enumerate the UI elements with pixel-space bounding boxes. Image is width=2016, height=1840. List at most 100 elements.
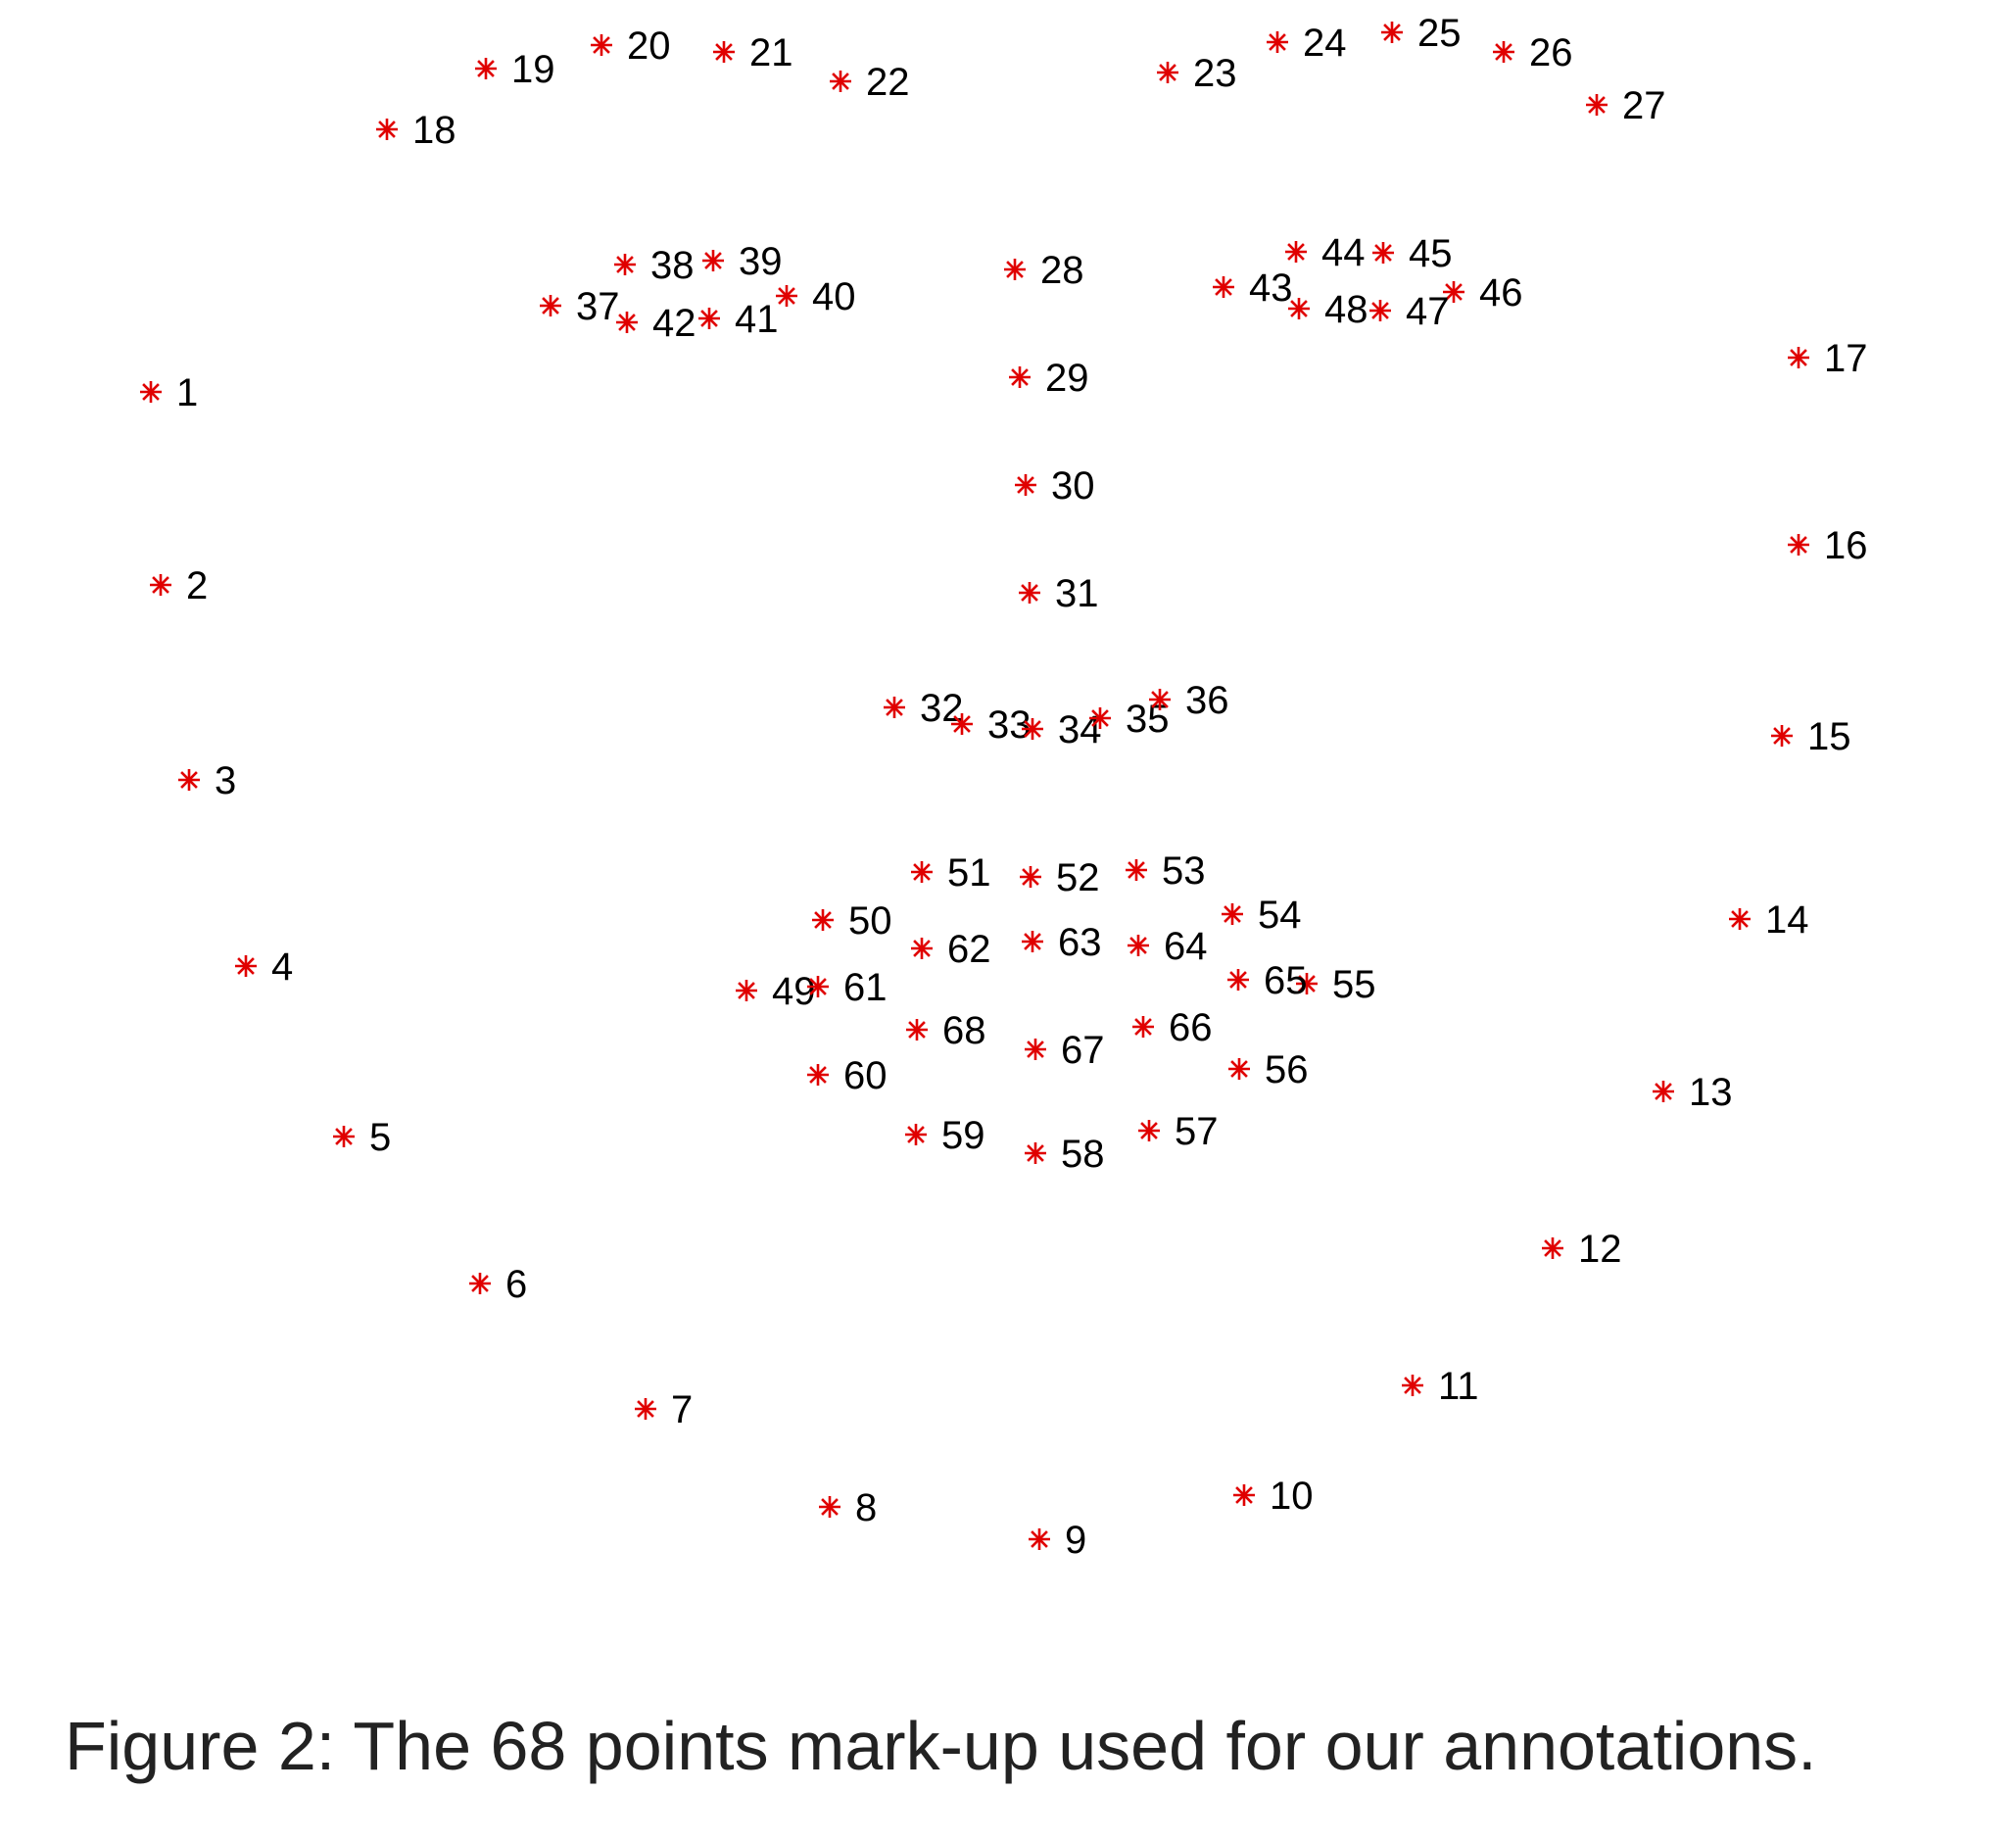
landmark-marker-21 (713, 41, 735, 63)
landmark-marker-47 (1369, 300, 1391, 321)
landmark-marker-22 (830, 71, 851, 92)
landmark-marker-20 (591, 34, 612, 56)
landmark-marker-68 (906, 1019, 928, 1041)
landmark-marker-50 (812, 909, 834, 931)
landmark-marker-9 (1029, 1528, 1050, 1550)
landmark-label-49: 49 (772, 970, 816, 1013)
landmark-marker-14 (1729, 908, 1751, 930)
landmark-marker-4 (235, 955, 257, 977)
landmark-marker-24 (1267, 31, 1288, 53)
landmark-label-26: 26 (1529, 31, 1573, 74)
landmark-label-68: 68 (942, 1009, 986, 1052)
landmark-marker-26 (1493, 41, 1514, 63)
landmark-marker-25 (1381, 22, 1403, 43)
landmark-marker-13 (1653, 1081, 1674, 1102)
landmark-marker-34 (1022, 718, 1043, 740)
landmark-label-47: 47 (1406, 290, 1450, 333)
landmark-label-51: 51 (947, 851, 991, 895)
landmark-marker-60 (807, 1064, 829, 1086)
landmark-marker-29 (1009, 366, 1031, 388)
landmark-marker-57 (1138, 1120, 1160, 1141)
landmark-label-38: 38 (650, 244, 695, 287)
landmark-marker-5 (333, 1126, 355, 1147)
landmark-marker-3 (178, 769, 200, 791)
landmark-marker-6 (469, 1273, 491, 1294)
landmark-label-46: 46 (1479, 271, 1523, 315)
landmark-marker-65 (1227, 969, 1249, 991)
landmark-label-16: 16 (1824, 524, 1868, 567)
landmark-label-64: 64 (1164, 925, 1208, 968)
landmark-label-44: 44 (1321, 231, 1366, 274)
landmark-label-21: 21 (749, 31, 793, 74)
landmark-label-36: 36 (1185, 679, 1229, 722)
landmark-marker-42 (616, 312, 638, 333)
figure-caption: Figure 2: The 68 points mark-up used for… (65, 1708, 1817, 1784)
landmark-marker-49 (736, 980, 757, 1001)
landmark-marker-53 (1126, 859, 1147, 881)
landmark-marker-63 (1022, 931, 1043, 952)
landmark-marker-16 (1788, 534, 1809, 556)
landmark-label-43: 43 (1249, 266, 1293, 310)
landmark-label-54: 54 (1258, 894, 1302, 937)
landmark-marker-19 (475, 58, 497, 79)
landmark-marker-7 (635, 1398, 656, 1420)
landmark-marker-1 (140, 381, 162, 403)
landmark-marker-27 (1586, 94, 1608, 116)
landmark-label-61: 61 (843, 966, 888, 1009)
landmark-label-13: 13 (1689, 1071, 1733, 1114)
landmark-label-50: 50 (848, 899, 892, 943)
landmark-label-32: 32 (920, 687, 964, 730)
landmark-marker-10 (1233, 1484, 1255, 1506)
landmark-label-5: 5 (369, 1116, 391, 1159)
landmark-marker-51 (911, 861, 933, 883)
landmark-label-17: 17 (1824, 337, 1868, 380)
landmark-label-30: 30 (1051, 464, 1095, 508)
landmark-marker-59 (905, 1124, 927, 1145)
landmark-label-18: 18 (412, 109, 456, 152)
landmark-label-35: 35 (1126, 698, 1170, 741)
landmark-marker-39 (702, 250, 724, 271)
landmark-marker-31 (1019, 582, 1040, 604)
landmark-label-14: 14 (1765, 898, 1809, 942)
landmark-label-37: 37 (576, 285, 620, 328)
landmark-label-19: 19 (511, 48, 555, 91)
landmark-marker-64 (1128, 935, 1149, 956)
landmark-label-63: 63 (1058, 921, 1102, 964)
landmark-marker-23 (1157, 62, 1178, 83)
landmark-label-12: 12 (1578, 1228, 1622, 1271)
landmark-marker-11 (1402, 1375, 1423, 1396)
landmark-marker-58 (1025, 1142, 1046, 1164)
landmark-label-53: 53 (1162, 849, 1206, 893)
landmark-marker-46 (1443, 281, 1464, 303)
landmark-marker-35 (1089, 707, 1111, 729)
landmark-label-8: 8 (855, 1486, 877, 1529)
landmark-label-52: 52 (1056, 856, 1100, 899)
landmark-marker-2 (150, 574, 171, 596)
landmark-label-25: 25 (1417, 12, 1462, 55)
landmark-marker-36 (1149, 689, 1171, 710)
landmark-label-2: 2 (186, 564, 208, 607)
landmark-label-9: 9 (1065, 1519, 1086, 1562)
landmark-marker-30 (1015, 474, 1036, 496)
landmark-marker-54 (1222, 903, 1243, 925)
landmark-marker-61 (807, 976, 829, 997)
landmark-marker-28 (1004, 259, 1026, 280)
landmark-label-33: 33 (987, 703, 1032, 747)
landmark-label-57: 57 (1175, 1110, 1219, 1153)
landmark-marker-66 (1132, 1016, 1154, 1038)
landmark-label-48: 48 (1324, 288, 1368, 331)
landmark-label-22: 22 (866, 61, 910, 104)
landmark-label-41: 41 (735, 298, 779, 341)
landmark-label-6: 6 (505, 1263, 527, 1306)
landmark-marker-17 (1788, 347, 1809, 368)
landmark-marker-32 (884, 697, 905, 718)
landmark-label-31: 31 (1055, 572, 1099, 615)
landmark-marker-62 (911, 938, 933, 959)
landmark-label-24: 24 (1303, 22, 1347, 65)
landmark-marker-18 (376, 119, 398, 140)
landmark-marker-15 (1771, 725, 1793, 747)
landmark-label-59: 59 (941, 1114, 985, 1157)
landmark-label-11: 11 (1438, 1365, 1479, 1408)
landmark-label-40: 40 (812, 275, 856, 318)
